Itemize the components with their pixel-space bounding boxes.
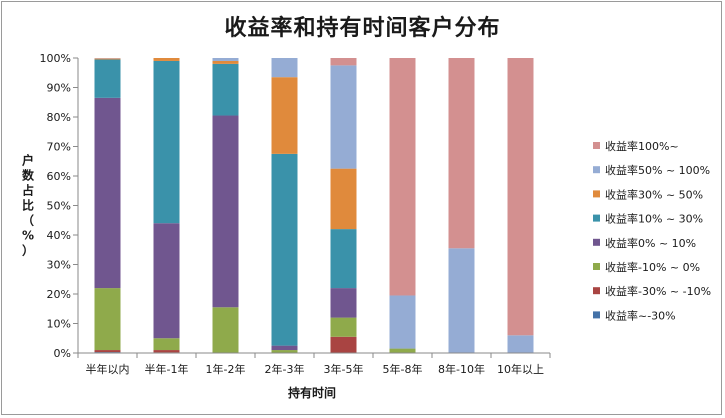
bar-segment bbox=[271, 350, 298, 353]
y-tick-label: 100% bbox=[40, 52, 71, 65]
y-tick-label: 20% bbox=[47, 288, 71, 301]
bar-segment bbox=[94, 58, 121, 60]
bar-segment bbox=[330, 58, 357, 66]
chart-title: 收益率和持有时间客户分布 bbox=[224, 16, 501, 41]
legend-label: 收益率~-30% bbox=[605, 308, 676, 322]
legend-swatch bbox=[593, 190, 600, 198]
bar-segment bbox=[448, 58, 475, 249]
legend-swatch bbox=[593, 287, 600, 295]
bar-segment bbox=[271, 345, 298, 351]
x-axis-label: 持有时间 bbox=[288, 385, 336, 400]
legend-label: 收益率10% ~ 30% bbox=[605, 212, 703, 226]
bar-segment bbox=[153, 58, 180, 61]
legend-label: 收益率30% ~ 50% bbox=[605, 187, 703, 201]
x-tick-label: 半年以内 bbox=[86, 362, 130, 376]
y-tick-label: 60% bbox=[47, 170, 71, 183]
bar-segment bbox=[94, 97, 121, 289]
legend-swatch bbox=[593, 214, 600, 222]
legend-swatch bbox=[593, 238, 600, 246]
bar-segment bbox=[271, 77, 298, 154]
y-tick-label: 70% bbox=[47, 141, 71, 154]
y-tick-label: 30% bbox=[47, 259, 71, 272]
legend: 收益率100%~ 收益率50% ~ 100% 收益率30% ~ 50% 收益率10% … bbox=[593, 139, 711, 322]
plot-area: 0% 10% 20% 30% 40% 50% 60% 70% 80% 90% 100% 半年以内 半年-… bbox=[40, 52, 551, 376]
x-tick-label: 8年-10年 bbox=[438, 362, 485, 376]
legend-label: 收益率0% ~ 10% bbox=[605, 236, 696, 250]
bar-segment bbox=[153, 338, 180, 351]
legend-swatch bbox=[593, 166, 600, 174]
bar-segment bbox=[389, 295, 416, 349]
bar-segment bbox=[212, 60, 239, 64]
x-tick-label: 3年-5年 bbox=[324, 362, 364, 376]
bar-segment bbox=[330, 168, 357, 230]
y-tick-label: 0% bbox=[54, 347, 71, 360]
bar-segment bbox=[330, 288, 357, 318]
legend-label: 收益率50% ~ 100% bbox=[605, 163, 710, 177]
bar-segment bbox=[212, 115, 239, 308]
x-tick-label: 半年-1年 bbox=[145, 362, 189, 376]
x-tick-label: 1年-2年 bbox=[206, 362, 246, 376]
legend-label: 收益率-30% ~ -10% bbox=[605, 284, 711, 298]
bar-segment bbox=[448, 248, 475, 353]
bar-segment bbox=[507, 335, 534, 353]
bar-segment bbox=[330, 317, 357, 337]
y-tick-label: 10% bbox=[47, 318, 71, 331]
bar-segment bbox=[271, 58, 298, 78]
bar-segment bbox=[389, 58, 416, 296]
y-tick-label: 50% bbox=[47, 200, 71, 213]
bar-segment bbox=[330, 229, 357, 289]
bar-segment bbox=[94, 59, 121, 98]
bar-segment bbox=[212, 63, 239, 116]
legend-label: 收益率100%~ bbox=[605, 139, 679, 153]
bar-segment bbox=[212, 58, 239, 61]
y-axis-label: 户数占比（%） bbox=[22, 153, 35, 258]
legend-swatch bbox=[593, 311, 600, 319]
x-tick-label: 10年以上 bbox=[497, 362, 544, 376]
bar-segment bbox=[153, 60, 180, 224]
legend-swatch bbox=[593, 142, 600, 149]
bar-segment bbox=[153, 223, 180, 339]
x-tick-label: 2年-3年 bbox=[265, 362, 305, 376]
bar-segment bbox=[389, 348, 416, 353]
bar-segment bbox=[94, 288, 121, 351]
bar-segment bbox=[153, 350, 180, 353]
legend-label: 收益率-10% ~ 0% bbox=[605, 260, 700, 274]
y-tick-label: 80% bbox=[47, 111, 71, 124]
legend-swatch bbox=[593, 263, 600, 270]
y-tick-label: 90% bbox=[47, 82, 71, 95]
bar-segment bbox=[94, 350, 121, 353]
bar-segment bbox=[271, 153, 298, 346]
bar-segment bbox=[330, 65, 357, 169]
bar-segment bbox=[212, 307, 239, 353]
bar-segment bbox=[507, 58, 534, 336]
x-tick-label: 5年-8年 bbox=[383, 362, 423, 376]
y-tick-label: 40% bbox=[47, 229, 71, 242]
bar-segment bbox=[330, 336, 357, 353]
